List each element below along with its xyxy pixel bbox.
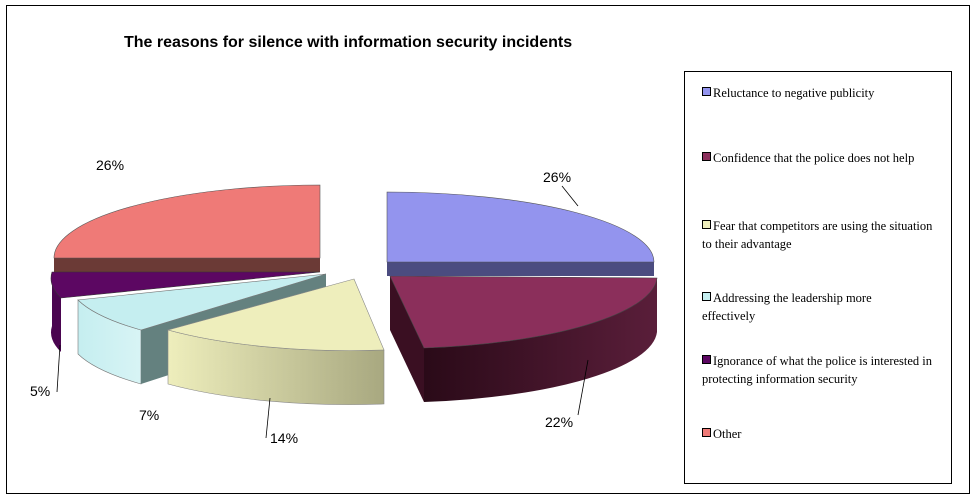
slice-ignorance-side bbox=[51, 272, 61, 352]
slice-other bbox=[53, 184, 321, 259]
data-label-confidence: 22% bbox=[545, 414, 573, 430]
slice-leadership bbox=[77, 273, 327, 331]
legend-item-reluctance: Reluctance to negative publicity bbox=[702, 84, 947, 102]
data-label-fear: 14% bbox=[270, 430, 298, 446]
slice-confidence-side2 bbox=[424, 278, 657, 402]
legend-swatch bbox=[702, 355, 711, 364]
slice-confidence-side bbox=[390, 276, 424, 402]
legend-label: Confidence that the police does not help bbox=[713, 151, 915, 165]
legend-label: Ignorance of what the police is interest… bbox=[702, 354, 933, 386]
data-label-reluctance: 26% bbox=[543, 169, 571, 185]
legend-label: Addressing the leadership more effective… bbox=[702, 291, 872, 323]
legend-item-fear: Fear that competitors are using the situ… bbox=[702, 217, 934, 253]
data-label-other: 26% bbox=[96, 157, 124, 173]
legend-swatch bbox=[702, 220, 711, 229]
slice-reluctance bbox=[386, 191, 655, 263]
slice-other-side bbox=[54, 258, 320, 272]
legend-item-ignorance: Ignorance of what the police is interest… bbox=[702, 352, 934, 388]
legend-label: Other bbox=[713, 427, 742, 441]
slice-confidence bbox=[389, 275, 658, 349]
legend-swatch bbox=[702, 292, 711, 301]
slice-reluctance-side bbox=[387, 262, 654, 276]
data-label-leadership: 7% bbox=[139, 407, 159, 423]
legend-label: Reluctance to negative publicity bbox=[713, 86, 875, 100]
legend-item-leadership: Addressing the leadership more effective… bbox=[702, 289, 922, 325]
legend-item-confidence: Confidence that the police does not help bbox=[702, 149, 947, 167]
slice-ignorance bbox=[50, 271, 321, 299]
legend-swatch bbox=[702, 428, 711, 437]
legend-item-other: Other bbox=[702, 425, 947, 443]
data-label-ignorance: 5% bbox=[30, 383, 50, 399]
chart-title: The reasons for silence with information… bbox=[124, 34, 573, 51]
slice-fear bbox=[166, 278, 385, 351]
chart-legend: Reluctance to negative publicity Confide… bbox=[684, 71, 952, 484]
legend-swatch bbox=[702, 87, 711, 96]
legend-swatch bbox=[702, 152, 711, 161]
legend-label: Fear that competitors are using the situ… bbox=[702, 219, 933, 251]
